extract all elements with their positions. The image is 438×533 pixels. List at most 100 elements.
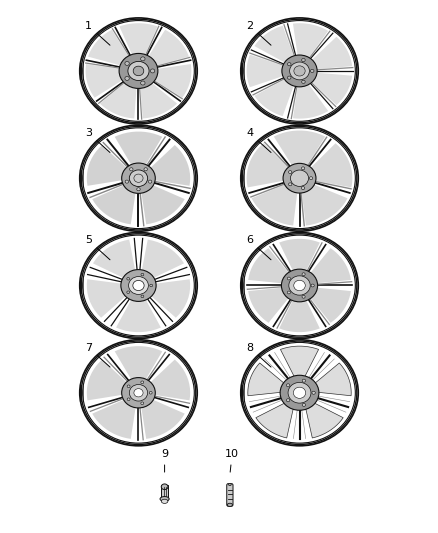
Ellipse shape — [121, 270, 156, 301]
Polygon shape — [247, 54, 286, 87]
Ellipse shape — [290, 170, 308, 187]
Polygon shape — [254, 78, 295, 116]
Ellipse shape — [283, 164, 316, 193]
Polygon shape — [100, 79, 137, 118]
Ellipse shape — [141, 402, 144, 405]
Polygon shape — [310, 288, 351, 323]
Ellipse shape — [160, 497, 169, 502]
Ellipse shape — [282, 55, 317, 87]
Polygon shape — [85, 64, 127, 98]
Ellipse shape — [302, 273, 305, 276]
Ellipse shape — [287, 291, 290, 294]
Ellipse shape — [309, 177, 313, 180]
FancyBboxPatch shape — [227, 483, 233, 506]
Polygon shape — [248, 248, 290, 284]
Polygon shape — [314, 363, 351, 396]
Ellipse shape — [127, 278, 130, 280]
Polygon shape — [279, 239, 320, 272]
Polygon shape — [150, 64, 191, 98]
Ellipse shape — [134, 389, 143, 397]
Polygon shape — [310, 143, 353, 188]
Ellipse shape — [150, 284, 152, 287]
Ellipse shape — [227, 503, 233, 506]
Polygon shape — [145, 30, 189, 67]
Ellipse shape — [119, 53, 158, 88]
Ellipse shape — [302, 59, 305, 62]
Polygon shape — [87, 360, 128, 400]
Ellipse shape — [149, 391, 152, 394]
Ellipse shape — [141, 81, 145, 85]
Ellipse shape — [133, 280, 144, 290]
Polygon shape — [115, 346, 162, 382]
Polygon shape — [248, 363, 285, 396]
Ellipse shape — [293, 387, 306, 398]
Ellipse shape — [141, 381, 144, 384]
Ellipse shape — [302, 403, 306, 406]
Ellipse shape — [125, 76, 129, 80]
Ellipse shape — [128, 61, 149, 80]
Ellipse shape — [289, 183, 292, 186]
Polygon shape — [310, 248, 351, 284]
Polygon shape — [149, 279, 190, 318]
Polygon shape — [93, 240, 136, 279]
Polygon shape — [87, 145, 127, 186]
Ellipse shape — [144, 168, 147, 171]
Polygon shape — [293, 23, 328, 60]
Text: 10: 10 — [225, 449, 239, 472]
Ellipse shape — [125, 180, 129, 183]
Text: 5: 5 — [85, 236, 110, 260]
Ellipse shape — [161, 484, 168, 490]
Polygon shape — [116, 297, 161, 332]
Polygon shape — [293, 82, 328, 119]
Polygon shape — [141, 240, 184, 279]
Ellipse shape — [289, 276, 310, 295]
Polygon shape — [92, 399, 136, 439]
Text: 6: 6 — [246, 236, 271, 260]
Text: 3: 3 — [85, 128, 110, 152]
Polygon shape — [248, 288, 290, 323]
Ellipse shape — [288, 383, 311, 403]
Polygon shape — [256, 402, 293, 438]
Polygon shape — [251, 184, 297, 225]
Polygon shape — [302, 184, 347, 225]
Ellipse shape — [137, 188, 140, 191]
Ellipse shape — [127, 385, 130, 387]
Ellipse shape — [148, 180, 152, 183]
Ellipse shape — [294, 66, 305, 76]
Ellipse shape — [286, 384, 290, 387]
Text: 4: 4 — [246, 128, 271, 152]
Ellipse shape — [122, 377, 155, 408]
Text: 8: 8 — [246, 343, 271, 367]
Ellipse shape — [287, 76, 291, 79]
Ellipse shape — [127, 291, 130, 294]
Polygon shape — [92, 185, 136, 224]
Ellipse shape — [133, 66, 144, 76]
Ellipse shape — [287, 62, 291, 66]
Polygon shape — [247, 143, 289, 188]
Ellipse shape — [302, 80, 305, 84]
Polygon shape — [141, 399, 185, 439]
Ellipse shape — [141, 57, 145, 61]
Ellipse shape — [311, 284, 314, 287]
Ellipse shape — [141, 295, 144, 297]
Ellipse shape — [302, 295, 305, 298]
Ellipse shape — [141, 273, 144, 276]
Ellipse shape — [294, 280, 305, 290]
Polygon shape — [306, 402, 343, 438]
Ellipse shape — [302, 379, 306, 382]
Polygon shape — [279, 299, 320, 332]
Ellipse shape — [129, 170, 148, 187]
Ellipse shape — [130, 168, 133, 171]
Ellipse shape — [280, 375, 319, 410]
Ellipse shape — [282, 269, 318, 302]
Polygon shape — [88, 30, 131, 67]
Ellipse shape — [286, 399, 290, 402]
Ellipse shape — [129, 277, 148, 294]
Text: 7: 7 — [85, 343, 110, 367]
Ellipse shape — [290, 62, 309, 80]
Ellipse shape — [161, 499, 168, 503]
Polygon shape — [310, 72, 352, 105]
Ellipse shape — [289, 171, 292, 174]
Text: 2: 2 — [246, 21, 271, 45]
Ellipse shape — [287, 277, 290, 280]
